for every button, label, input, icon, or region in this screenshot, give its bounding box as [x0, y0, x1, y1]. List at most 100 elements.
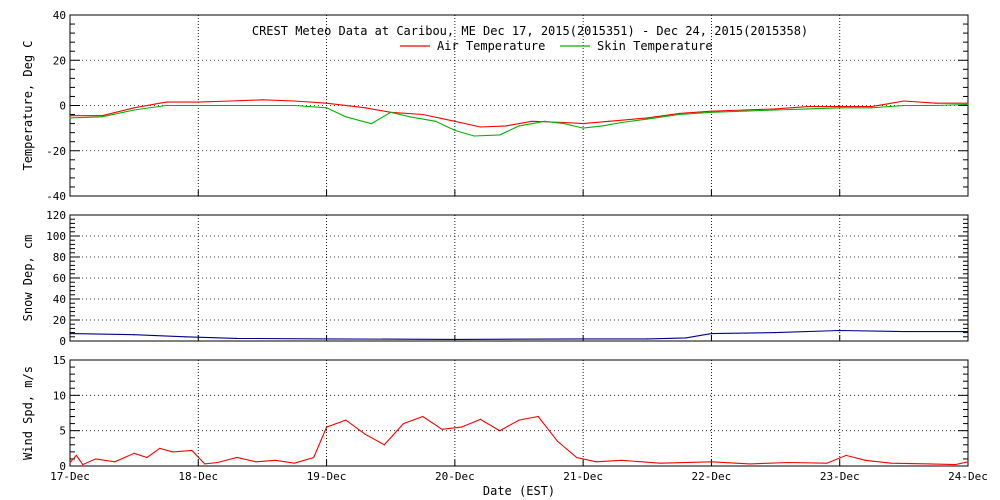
- data-point: [184, 336, 187, 338]
- y-tick-label: 100: [46, 230, 66, 243]
- data-point: [499, 430, 501, 432]
- y-tick-label: 5: [59, 425, 66, 438]
- data-point: [678, 113, 680, 116]
- data-point: [864, 459, 866, 461]
- panel-0: -40 -20 0 20 40 Temperature, Deg C Air Tempera…: [21, 9, 969, 203]
- data-point: [274, 459, 276, 461]
- data-point: [499, 134, 501, 136]
- data-point: [383, 444, 385, 446]
- data-point: [293, 462, 296, 464]
- data-point: [95, 458, 97, 460]
- data-point: [313, 456, 315, 459]
- data-point: [710, 333, 713, 335]
- y-tick-label: -20: [46, 145, 66, 158]
- y-tick-label: -40: [46, 190, 66, 203]
- data-point: [460, 426, 462, 428]
- data-point: [159, 447, 161, 449]
- data-point: [261, 104, 264, 107]
- data-point: [563, 121, 565, 124]
- y-tick-label: 0: [59, 460, 66, 473]
- data-point: [101, 116, 103, 118]
- data-point: [236, 456, 238, 459]
- y-tick-label: 20: [53, 314, 66, 327]
- data-point: [390, 111, 392, 113]
- x-tick-label: 24-Dec: [948, 470, 988, 483]
- data-point: [646, 118, 648, 120]
- y-tick-label: 20: [53, 54, 66, 67]
- data-point: [191, 449, 193, 452]
- data-point: [197, 104, 199, 107]
- data-point: [621, 121, 623, 124]
- data-point: [839, 106, 841, 108]
- data-point: [146, 456, 148, 459]
- data-point: [325, 338, 328, 340]
- data-point: [787, 461, 790, 464]
- data-point: [364, 433, 366, 435]
- data-point: [774, 109, 777, 111]
- data-point: [576, 456, 578, 459]
- x-tick-label: 20-Dec: [435, 470, 475, 483]
- data-point: [890, 462, 892, 464]
- data-point: [82, 463, 84, 466]
- data-point: [325, 426, 328, 428]
- series-line-panel2: [69, 415, 969, 466]
- data-point: [370, 123, 373, 125]
- data-point: [774, 108, 777, 110]
- data-point: [563, 123, 565, 125]
- y-tick-label: 0: [59, 335, 66, 348]
- data-point: [345, 419, 347, 421]
- data-point: [204, 463, 206, 465]
- data-point: [473, 135, 475, 137]
- data-point: [69, 461, 71, 464]
- data-point: [935, 104, 937, 107]
- data-point: [903, 100, 905, 102]
- data-point: [531, 120, 533, 122]
- data-point: [903, 104, 905, 107]
- data-point: [69, 333, 71, 335]
- data-point: [678, 112, 680, 115]
- data-point: [685, 337, 687, 339]
- x-tick-label: 18-Dec: [178, 470, 218, 483]
- x-tick-label: 19-Dec: [307, 470, 347, 483]
- data-point: [325, 102, 328, 104]
- data-point: [710, 111, 713, 113]
- y-axis-title: Snow Dep, cm: [21, 235, 35, 322]
- y-tick-label: 15: [53, 354, 66, 367]
- data-point: [172, 451, 174, 453]
- data-point: [967, 103, 969, 105]
- panels-layer: -40 -20 0 20 40 Temperature, Deg C Air Tempera…: [21, 9, 988, 483]
- legend-label: Air Temperature: [437, 39, 545, 53]
- data-point: [479, 418, 482, 420]
- data-point: [646, 338, 648, 340]
- data-point: [409, 116, 411, 118]
- data-point: [75, 454, 78, 456]
- panel-2: 0 5 10 15 Wind Spd, m/s: [21, 354, 969, 473]
- data-point: [608, 120, 610, 122]
- legend-label: Skin Temperature: [597, 39, 713, 53]
- y-axis-title: Temperature, Deg C: [21, 40, 35, 170]
- data-point: [845, 454, 847, 456]
- data-point: [710, 110, 713, 112]
- data-point: [537, 415, 539, 418]
- y-tick-label: 40: [53, 293, 66, 306]
- data-point: [954, 463, 956, 466]
- y-axis-title: Wind Spd, m/s: [21, 366, 35, 460]
- data-point: [505, 125, 507, 127]
- y-tick-label: 60: [53, 272, 66, 285]
- data-point: [197, 101, 199, 103]
- data-point: [216, 461, 219, 464]
- data-point: [454, 129, 456, 131]
- x-tick-label: 22-Dec: [692, 470, 732, 483]
- data-point: [69, 115, 71, 117]
- data-point: [133, 107, 135, 109]
- y-tick-label: 80: [53, 251, 66, 264]
- data-point: [556, 440, 559, 442]
- data-point: [114, 461, 116, 463]
- series-line-skin-temperature: [69, 103, 969, 137]
- data-point: [255, 461, 257, 463]
- data-point: [325, 107, 328, 109]
- data-point: [839, 329, 841, 332]
- y-tick-label: 0: [59, 100, 66, 113]
- data-point: [710, 461, 713, 463]
- data-point: [293, 104, 296, 107]
